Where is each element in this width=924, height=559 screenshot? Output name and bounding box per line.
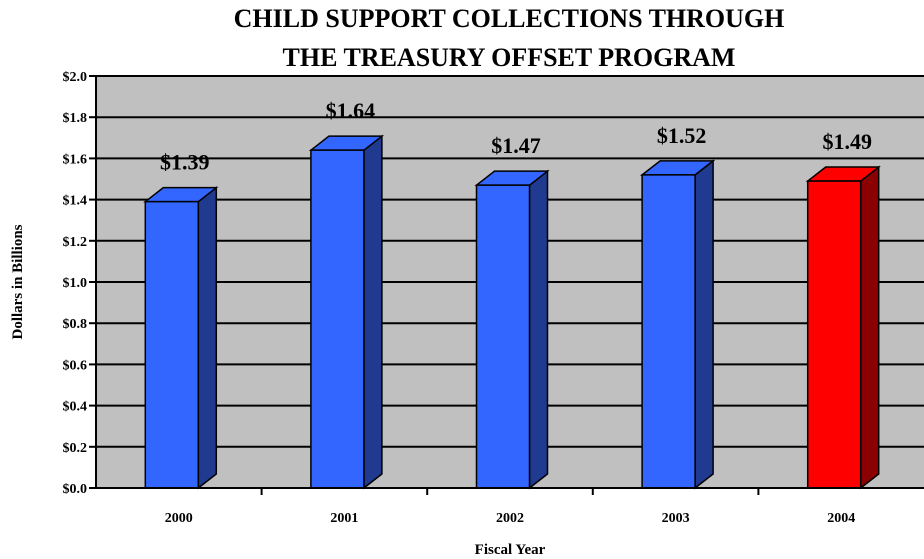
bar-2002 [474,169,550,490]
bars [143,134,881,490]
data-label: $1.47 [491,133,541,158]
bar-side [363,134,383,490]
y-tick-label: $1.6 [63,152,88,167]
data-label: $1.64 [326,98,376,123]
y-axis-ticks: $0.0 $0.2 $0.4 $0.6 $0.8 $1.0 $1.2 $1.4 $1.6 $1.8… [63,70,96,497]
bar-side [197,186,218,490]
bar-2004 [805,165,881,490]
bar-front [144,200,200,489]
bar-side [859,165,880,490]
y-tick-label: $0.0 [63,482,88,497]
x-tick-label: 2001 [330,511,358,526]
chart-title-line-1: CHILD SUPPORT COLLECTIONS THROUGH [233,4,785,33]
y-tick-label: $0.4 [63,400,88,415]
bar-front [641,174,696,489]
data-labels: $1.39 $1.64 $1.47 $1.52 $1.49 [160,98,872,175]
x-tick-label: 2004 [827,511,855,526]
y-tick-label: $2.0 [63,70,88,85]
bar-side [694,159,714,490]
y-tick-label: $1.4 [63,194,88,209]
bar-front [310,149,365,489]
x-axis-title: Fiscal Year [475,542,546,558]
y-tick-label: $1.8 [63,111,88,126]
y-axis-title: Dollars in Billions [10,224,26,339]
y-tick-label: $1.0 [63,276,88,291]
x-tick-label: 2000 [165,511,193,526]
x-axis-ticks: 2000 2001 2002 2003 2004 [165,488,855,526]
y-tick-label: $0.8 [63,317,88,332]
bar-front [475,184,531,489]
y-tick-label: $0.2 [63,441,88,456]
data-label: $1.52 [657,123,707,148]
y-tick-label: $1.2 [63,235,88,250]
data-label: $1.39 [160,150,210,175]
y-tick-label: $0.6 [63,358,88,373]
bar-front [806,180,862,489]
bar-2001 [308,134,385,490]
x-tick-label: 2002 [496,511,524,526]
bar-2000 [143,186,219,490]
bar-side [528,169,549,490]
data-label: $1.49 [822,129,872,154]
chart-title-line-2: THE TREASURY OFFSET PROGRAM [282,43,736,72]
bar-2003 [639,159,716,490]
x-tick-label: 2003 [662,511,690,526]
